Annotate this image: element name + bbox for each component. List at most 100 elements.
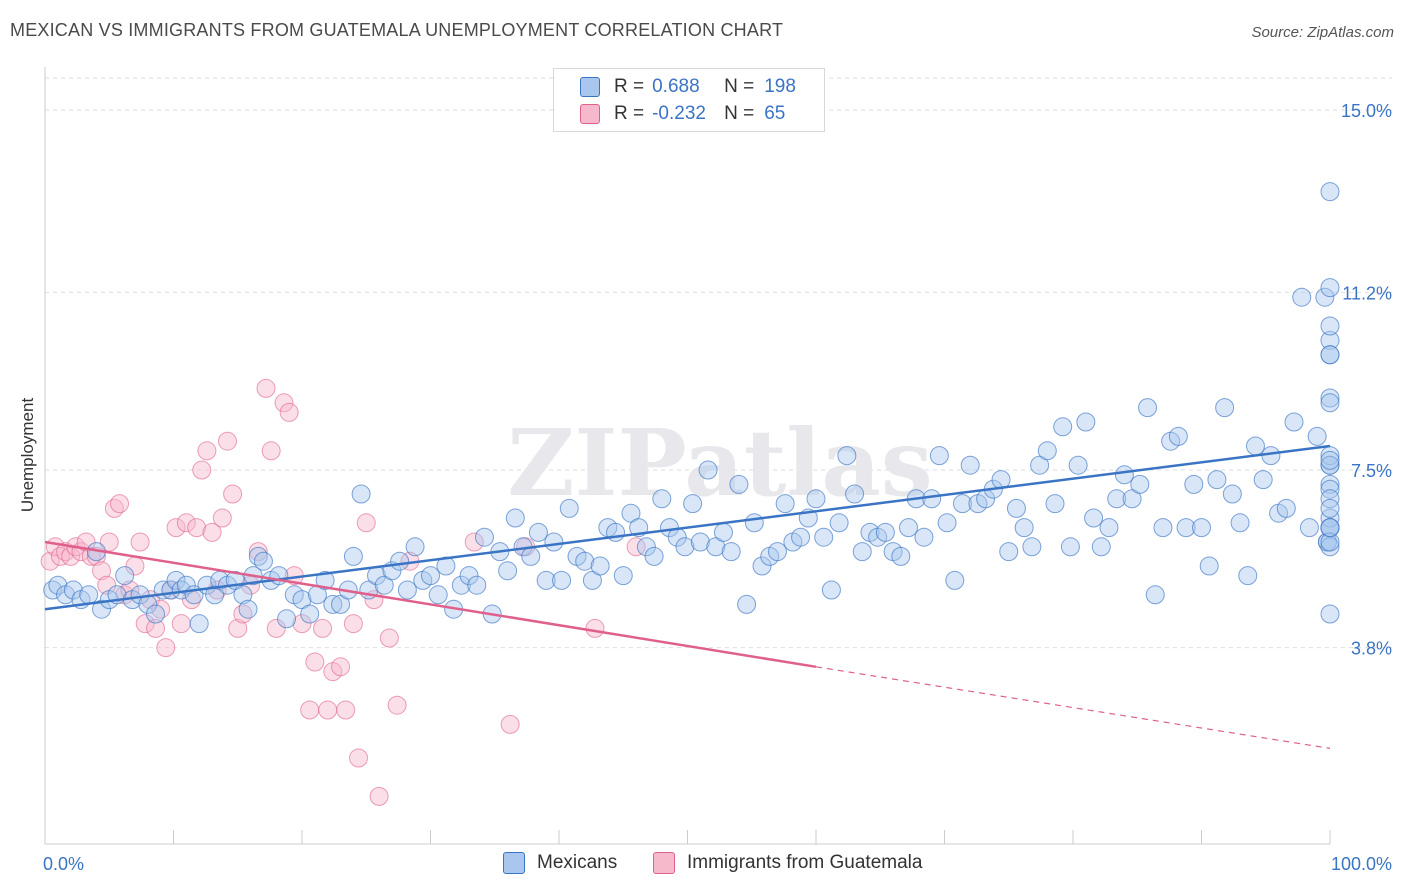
mexicans-point bbox=[552, 570, 572, 590]
guatemala-point bbox=[261, 441, 281, 461]
guatemala-point bbox=[464, 532, 484, 552]
guatemala-point bbox=[171, 614, 191, 634]
mexicans-point bbox=[814, 527, 834, 547]
guatemala-point bbox=[248, 542, 268, 562]
mexicans-point bbox=[1292, 287, 1312, 307]
mexicans-point bbox=[1222, 484, 1242, 504]
mexicans-point bbox=[767, 542, 787, 562]
mexicans-point bbox=[189, 614, 209, 634]
mexicans-point bbox=[590, 556, 610, 576]
mexicans-point bbox=[1114, 465, 1134, 485]
guatemala-point bbox=[110, 494, 130, 514]
guatemala-point bbox=[336, 700, 356, 720]
guatemala-point bbox=[176, 513, 196, 533]
mexicans-point bbox=[79, 585, 99, 605]
mexicans-point bbox=[775, 494, 795, 514]
mexicans-point bbox=[744, 513, 764, 533]
mexicans-point bbox=[467, 575, 487, 595]
mexicans-point bbox=[899, 518, 919, 538]
mexicans-point bbox=[1320, 604, 1340, 624]
mexicans-point bbox=[636, 537, 656, 557]
guatemala-point bbox=[223, 484, 243, 504]
mexicans-point bbox=[1320, 450, 1340, 470]
legend-item-mexicans: Mexicans bbox=[503, 852, 617, 874]
guatemala-point bbox=[343, 614, 363, 634]
mexicans-point bbox=[405, 537, 425, 557]
guatemala-point bbox=[228, 618, 248, 638]
mexicans-point bbox=[1099, 518, 1119, 538]
mexicans-point bbox=[852, 542, 872, 562]
mexicans-point bbox=[1068, 455, 1088, 475]
mexicans-point bbox=[1320, 330, 1340, 350]
mexicans-point bbox=[575, 551, 595, 571]
guatemala-point bbox=[369, 786, 389, 806]
mexicans-point bbox=[48, 575, 68, 595]
guatemala-point bbox=[135, 614, 155, 634]
mexicans-point bbox=[1320, 518, 1340, 538]
mexicans-point bbox=[690, 532, 710, 552]
mexicans-point bbox=[960, 455, 980, 475]
guatemala-point bbox=[212, 508, 232, 528]
guatemala-point bbox=[292, 614, 312, 634]
mexicans-point bbox=[652, 489, 672, 509]
mexicans-point bbox=[1320, 537, 1340, 557]
mexicans-point bbox=[1261, 446, 1281, 466]
mexicans-point bbox=[729, 474, 749, 494]
guatemala-point bbox=[500, 714, 520, 734]
guatemala-trend-line bbox=[44, 540, 817, 669]
legend-r-label: R = bbox=[614, 103, 645, 124]
guatemala-point bbox=[305, 652, 325, 672]
mexicans-point bbox=[1320, 455, 1340, 475]
mexicans-point bbox=[929, 446, 949, 466]
guatemala-point bbox=[166, 518, 186, 538]
y-tick-label: 15.0% bbox=[1341, 101, 1392, 121]
guatemala-point bbox=[97, 575, 117, 595]
mexicans-point bbox=[451, 575, 471, 595]
mexicans-point bbox=[1320, 388, 1340, 408]
guatemala-point bbox=[300, 700, 320, 720]
mexicans-point bbox=[474, 527, 494, 547]
mexicans-point bbox=[1276, 498, 1296, 518]
legend-row-guatemala: R = -0.232 N = 65 bbox=[554, 101, 785, 127]
x-tick-label-left: 0.0% bbox=[43, 854, 84, 874]
legend-r-value: 0.688 bbox=[652, 76, 700, 97]
mexicans-point bbox=[528, 522, 548, 542]
mexicans-point bbox=[1168, 426, 1188, 446]
guatemala-point bbox=[585, 618, 605, 638]
mexicans-point bbox=[937, 513, 957, 533]
mexicans-point bbox=[436, 556, 456, 576]
legend-n-label: N = bbox=[724, 103, 755, 124]
mexicans-point bbox=[323, 594, 343, 614]
mexicans-point bbox=[945, 570, 965, 590]
mexicans-point bbox=[806, 489, 826, 509]
mexicans-point bbox=[421, 566, 440, 586]
mexicans-point bbox=[1022, 537, 1042, 557]
mexicans-point bbox=[1199, 556, 1219, 576]
mexicans-point bbox=[1315, 287, 1335, 307]
mexicans-point bbox=[952, 494, 972, 514]
mexicans-point bbox=[1006, 498, 1026, 518]
mexicans-point bbox=[675, 537, 695, 557]
guatemala-point bbox=[187, 518, 207, 538]
x-tick-label-right: 100.0% bbox=[1331, 854, 1392, 874]
mexicans-point bbox=[63, 580, 83, 600]
mexicans-point bbox=[536, 570, 556, 590]
guatemala-point bbox=[626, 537, 646, 557]
mexicans-point bbox=[343, 546, 363, 566]
guatemala-point bbox=[266, 618, 286, 638]
correlation-legend: R = 0.688 N = 198 R = -0.232 N = 65 bbox=[553, 68, 825, 132]
mexicans-point bbox=[683, 494, 703, 514]
mexicans-point bbox=[397, 580, 417, 600]
legend-swatch-mexicans bbox=[503, 852, 525, 874]
mexicans-point bbox=[1284, 412, 1304, 432]
guatemala-point bbox=[313, 618, 333, 638]
mexicans-point bbox=[1130, 474, 1150, 494]
trend-lines bbox=[44, 444, 1331, 749]
mexicans-point bbox=[277, 609, 297, 629]
mexicans-point bbox=[1176, 518, 1196, 538]
mexicans-point bbox=[1084, 508, 1104, 528]
mexicans-point bbox=[922, 489, 942, 509]
guatemala-point bbox=[40, 551, 60, 571]
mexicans-point bbox=[92, 599, 112, 619]
mexicans-point bbox=[498, 561, 518, 581]
